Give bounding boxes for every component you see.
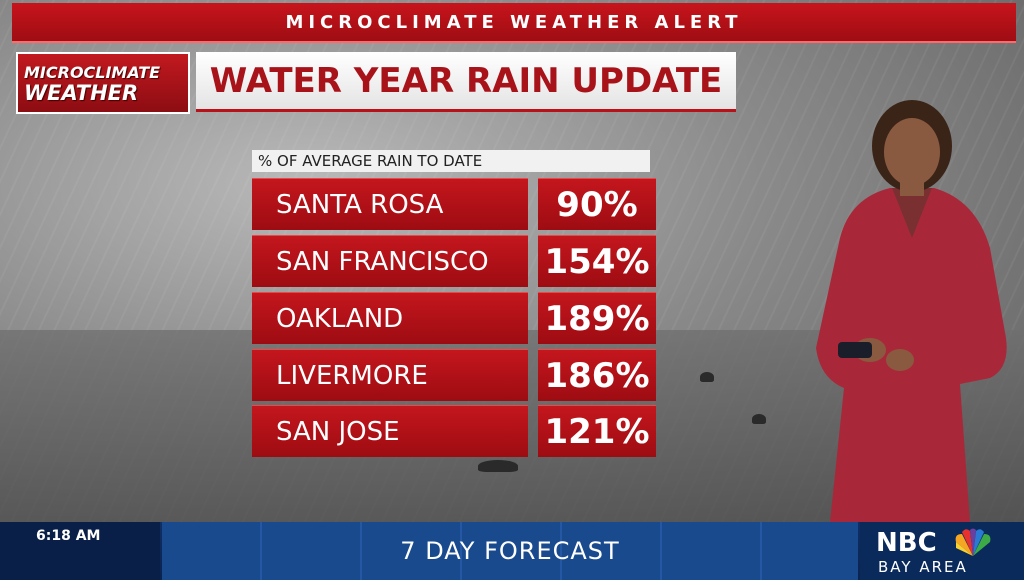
- title-box: WATER YEAR RAIN UPDATE: [196, 52, 736, 112]
- peacock-icon: [955, 528, 991, 556]
- percent-cell: 90%: [538, 178, 656, 230]
- percent-value: 186%: [544, 355, 650, 396]
- percent-value: 121%: [544, 411, 650, 452]
- rain-row-santa-rosa: SANTA ROSA 90%: [252, 178, 656, 230]
- rain-row-oakland: OAKLAND 189%: [252, 292, 656, 344]
- region-name: BAY AREA: [878, 558, 968, 576]
- percent-value: 154%: [544, 241, 650, 282]
- percent-cell: 189%: [538, 292, 656, 344]
- city-cell: SANTA ROSA: [252, 178, 528, 230]
- city-cell: SAN FRANCISCO: [252, 235, 528, 287]
- rain-row-san-francisco: SAN FRANCISCO 154%: [252, 235, 656, 287]
- city-cell: OAKLAND: [252, 292, 528, 344]
- microclimate-logo: MICROCLIMATE WEATHER: [16, 52, 190, 114]
- city-name: SAN FRANCISCO: [276, 246, 489, 277]
- rain-row-san-jose: SAN JOSE 121%: [252, 405, 656, 457]
- nbc-bay-area-logo: NBC BAY AREA: [860, 522, 1024, 580]
- city-name: SAN JOSE: [276, 416, 400, 447]
- forecast-band: 7 DAY FORECAST: [162, 522, 858, 580]
- subtitle-text: % OF AVERAGE RAIN TO DATE: [258, 152, 483, 170]
- city-cell: SAN JOSE: [252, 405, 528, 457]
- subtitle-bar: % OF AVERAGE RAIN TO DATE: [252, 150, 650, 172]
- presenter-figure: [816, 100, 1007, 522]
- network-name: NBC: [876, 528, 937, 558]
- rain-row-livermore: LIVERMORE 186%: [252, 349, 656, 401]
- alert-banner-text: MICROCLIMATE WEATHER ALERT: [285, 11, 743, 33]
- city-cell: LIVERMORE: [252, 349, 528, 401]
- city-name: LIVERMORE: [276, 360, 428, 391]
- percent-value: 90%: [556, 184, 638, 225]
- bird-silhouette: [700, 372, 714, 382]
- time-box: 6:18 AM: [0, 522, 160, 580]
- bird-silhouette: [752, 414, 766, 424]
- percent-cell: 186%: [538, 349, 656, 401]
- city-name: OAKLAND: [276, 303, 404, 334]
- percent-value: 189%: [544, 298, 650, 339]
- alert-banner: MICROCLIMATE WEATHER ALERT: [12, 3, 1016, 43]
- percent-cell: 154%: [538, 235, 656, 287]
- forecast-label-wrap: 7 DAY FORECAST: [162, 522, 858, 580]
- page-title: WATER YEAR RAIN UPDATE: [209, 60, 723, 101]
- clock-time: 6:18 AM: [36, 528, 101, 544]
- logo-line-2: WEATHER: [24, 81, 139, 105]
- percent-cell: 121%: [538, 405, 656, 457]
- logo-line-1: MICROCLIMATE: [24, 63, 161, 82]
- forecast-label: 7 DAY FORECAST: [400, 537, 620, 565]
- bird-silhouette: [478, 460, 518, 472]
- city-name: SANTA ROSA: [276, 189, 444, 220]
- bottom-bar: 6:18 AM 7 DAY FORECAST NBC BAY AREA: [0, 522, 1024, 580]
